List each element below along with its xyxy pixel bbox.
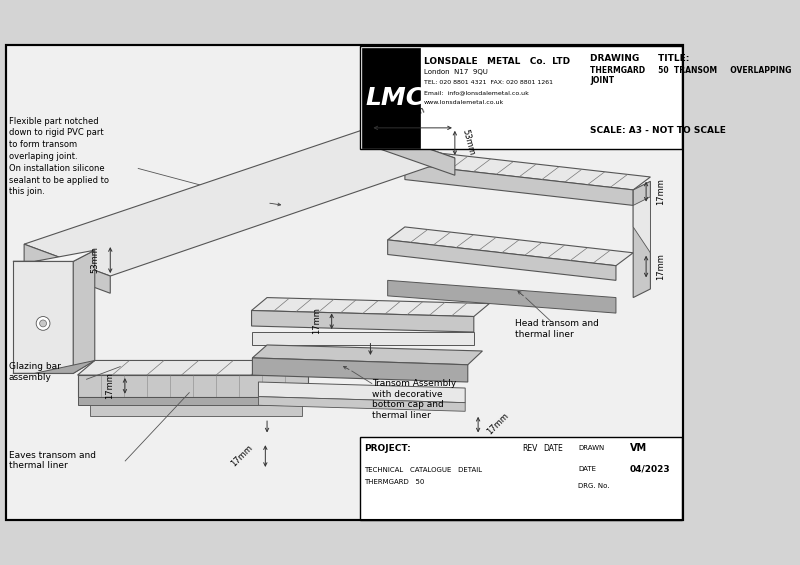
Polygon shape [13,250,94,262]
Text: SCALE: A3 - NOT TO SCALE: SCALE: A3 - NOT TO SCALE [590,126,726,135]
Polygon shape [90,405,302,416]
Text: REV: REV [522,444,538,453]
Text: THERMGARD     50  TRANSOM     OVERLAPPING: THERMGARD 50 TRANSOM OVERLAPPING [590,66,791,75]
Polygon shape [258,397,465,411]
Polygon shape [253,345,482,365]
Text: 17mm: 17mm [312,307,322,334]
Polygon shape [24,244,110,293]
Text: DATE: DATE [578,466,596,472]
Bar [360,437,682,520]
Text: THERMGARD   50: THERMGARD 50 [365,479,425,485]
Polygon shape [251,298,490,316]
Polygon shape [633,197,650,253]
Polygon shape [78,360,326,375]
Polygon shape [258,382,465,403]
Polygon shape [78,397,309,405]
Text: Eaves transom and
thermal liner: Eaves transom and thermal liner [9,451,96,470]
Text: 17mm: 17mm [657,178,666,205]
Text: Flexible part notched
down to rigid PVC part
to form transom
overlaping joint.
O: Flexible part notched down to rigid PVC … [9,116,109,197]
Text: 53mm: 53mm [461,128,477,157]
Text: PROJECT:: PROJECT: [365,444,411,453]
Polygon shape [388,280,616,313]
Text: DRG. No.: DRG. No. [578,483,610,489]
Text: 04/2023: 04/2023 [630,464,670,473]
Text: 17mm: 17mm [106,372,114,399]
Circle shape [40,320,46,327]
Text: Email:  info@lonsdalemetal.co.uk: Email: info@lonsdalemetal.co.uk [424,90,529,95]
Text: 53mm: 53mm [398,105,426,123]
Polygon shape [633,181,650,298]
Polygon shape [253,358,468,382]
Polygon shape [388,240,616,280]
Bar [362,48,420,147]
Polygon shape [13,360,94,373]
Polygon shape [78,375,309,397]
Polygon shape [251,332,474,345]
Text: Head transom and
thermal liner: Head transom and thermal liner [515,319,599,338]
Text: LMC: LMC [366,86,424,110]
Text: DATE: DATE [543,444,563,453]
Text: 53mm: 53mm [90,246,99,273]
Polygon shape [388,227,633,266]
Polygon shape [369,128,455,175]
Polygon shape [13,262,74,373]
Polygon shape [405,151,650,190]
Text: www.lonsdalemetal.co.uk: www.lonsdalemetal.co.uk [424,101,504,106]
Text: TEL: 020 8801 4321  FAX: 020 8801 1261: TEL: 020 8801 4321 FAX: 020 8801 1261 [424,80,553,85]
Text: 17mm: 17mm [230,444,255,469]
Text: DRAWING      TITLE:: DRAWING TITLE: [590,54,690,63]
Text: LONSDALE   METAL   Co.  LTD: LONSDALE METAL Co. LTD [424,57,570,66]
Text: TECHNICAL   CATALOGUE   DETAIL: TECHNICAL CATALOGUE DETAIL [365,467,482,473]
Polygon shape [74,250,94,373]
Text: DRAWN: DRAWN [578,445,604,451]
Polygon shape [405,164,633,206]
Circle shape [36,316,50,331]
Polygon shape [251,311,474,332]
Text: Transom Assembly
with decorative
bottom cap and
thermal liner: Transom Assembly with decorative bottom … [372,380,457,420]
Text: 17mm: 17mm [657,253,666,280]
Bar [360,46,682,149]
Text: VM: VM [630,444,647,453]
Text: London  N17  9QU: London N17 9QU [424,69,488,75]
Polygon shape [24,128,455,276]
Text: 17mm: 17mm [485,411,510,437]
Text: Glazing bar
assembly: Glazing bar assembly [9,362,61,381]
Text: JOINT: JOINT [590,76,614,85]
